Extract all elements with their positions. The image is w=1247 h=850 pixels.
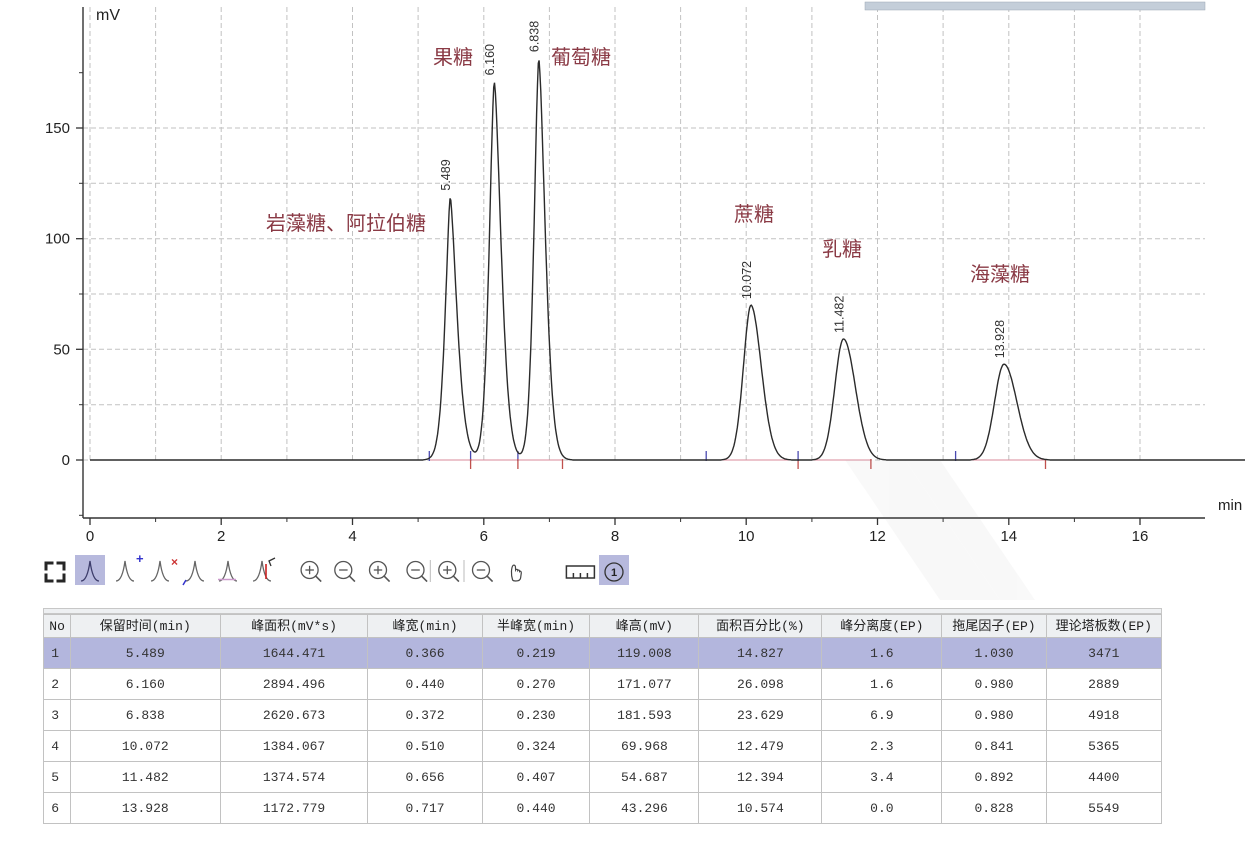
svg-text:2: 2	[217, 528, 225, 545]
svg-text:100: 100	[45, 231, 70, 248]
svg-text:10: 10	[738, 528, 755, 545]
svg-text:min: min	[1218, 497, 1242, 514]
svg-text:+: +	[136, 551, 144, 566]
svg-text:14: 14	[1000, 528, 1017, 545]
svg-text:16: 16	[1132, 528, 1149, 545]
svg-text:果糖: 果糖	[433, 46, 473, 69]
svg-text:岩藻糖、阿拉伯糖: 岩藻糖、阿拉伯糖	[266, 212, 426, 235]
svg-text:海藻糖: 海藻糖	[970, 263, 1030, 286]
svg-text:12: 12	[869, 528, 886, 545]
svg-text:11.482: 11.482	[833, 296, 847, 333]
svg-text:10.072: 10.072	[740, 261, 754, 299]
svg-text:mV: mV	[96, 7, 120, 24]
svg-text:6.838: 6.838	[528, 21, 542, 52]
svg-text:蔗糖: 蔗糖	[734, 203, 774, 226]
svg-text:6.160: 6.160	[483, 44, 497, 75]
svg-text:0: 0	[62, 452, 70, 469]
svg-text:0: 0	[86, 528, 94, 545]
svg-text:150: 150	[45, 120, 70, 137]
svg-text:6: 6	[480, 528, 488, 545]
svg-text:8: 8	[611, 528, 619, 545]
svg-text:5.489: 5.489	[439, 159, 453, 190]
svg-text:13.928: 13.928	[993, 320, 1007, 358]
svg-text:乳糖: 乳糖	[822, 238, 862, 261]
svg-text:1: 1	[611, 567, 617, 579]
svg-text:×: ×	[171, 555, 178, 569]
svg-text:50: 50	[53, 341, 70, 358]
svg-text:4: 4	[348, 528, 356, 545]
svg-text:葡萄糖: 葡萄糖	[551, 46, 611, 69]
